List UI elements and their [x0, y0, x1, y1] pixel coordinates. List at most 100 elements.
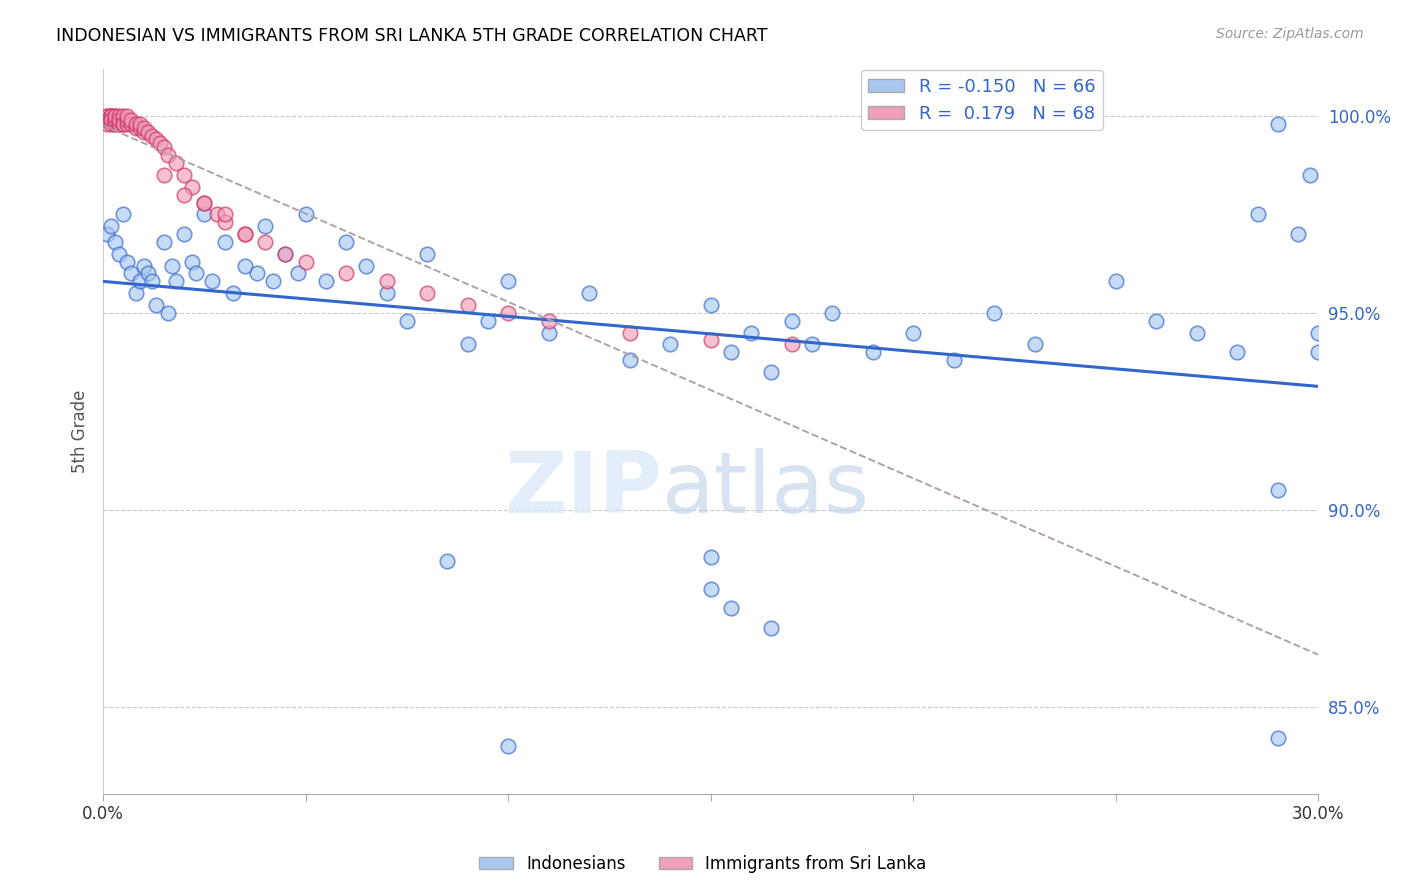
Point — [100, 109, 122, 123]
Point — [233, 259, 256, 273]
Point — [100, 109, 122, 123]
Point — [477, 314, 499, 328]
Point — [112, 109, 135, 123]
Point — [121, 112, 143, 127]
Point — [132, 120, 155, 135]
Point — [193, 195, 215, 210]
Point — [165, 156, 187, 170]
Point — [117, 117, 139, 131]
Point — [149, 136, 172, 151]
Point — [104, 235, 127, 249]
Point — [96, 117, 118, 131]
Point — [315, 274, 337, 288]
Point — [1185, 326, 1208, 340]
Text: INDONESIAN VS IMMIGRANTS FROM SRI LANKA 5TH GRADE CORRELATION CHART: INDONESIAN VS IMMIGRANTS FROM SRI LANKA … — [56, 27, 768, 45]
Point — [699, 298, 721, 312]
Point — [205, 207, 228, 221]
Point — [457, 337, 479, 351]
Point — [145, 132, 167, 146]
Point — [1226, 345, 1249, 359]
Point — [108, 117, 131, 131]
Point — [375, 286, 398, 301]
Point — [108, 117, 131, 131]
Point — [335, 235, 357, 249]
Point — [104, 109, 127, 123]
Point — [132, 125, 155, 139]
Point — [233, 227, 256, 241]
Point — [108, 246, 131, 260]
Point — [104, 117, 127, 131]
Point — [1308, 345, 1330, 359]
Point — [699, 582, 721, 596]
Point — [153, 235, 176, 249]
Point — [659, 337, 682, 351]
Legend: R = -0.150   N = 66, R =  0.179   N = 68: R = -0.150 N = 66, R = 0.179 N = 68 — [860, 70, 1102, 129]
Point — [983, 306, 1005, 320]
Point — [780, 337, 803, 351]
Point — [214, 235, 236, 249]
Point — [274, 246, 297, 260]
Point — [128, 120, 150, 135]
Point — [1024, 337, 1046, 351]
Point — [821, 306, 844, 320]
Point — [287, 267, 309, 281]
Point — [128, 117, 150, 131]
Point — [1144, 314, 1167, 328]
Point — [578, 286, 600, 301]
Point — [132, 259, 155, 273]
Point — [100, 112, 122, 127]
Point — [233, 227, 256, 241]
Point — [356, 259, 378, 273]
Point — [222, 286, 245, 301]
Point — [96, 109, 118, 123]
Point — [720, 601, 742, 615]
Point — [537, 314, 560, 328]
Point — [214, 215, 236, 229]
Point — [619, 353, 641, 368]
Point — [100, 219, 122, 234]
Point — [1299, 168, 1322, 182]
Point — [619, 326, 641, 340]
Point — [436, 554, 458, 568]
Point — [121, 267, 143, 281]
Point — [262, 274, 284, 288]
Point — [136, 267, 159, 281]
Point — [375, 274, 398, 288]
Point — [201, 274, 224, 288]
Point — [1267, 731, 1289, 746]
Point — [1105, 274, 1128, 288]
Point — [165, 274, 187, 288]
Point — [141, 274, 163, 288]
Point — [903, 326, 925, 340]
Point — [96, 112, 118, 127]
Point — [160, 259, 183, 273]
Point — [153, 140, 176, 154]
Point — [112, 112, 135, 127]
Point — [246, 267, 269, 281]
Point — [496, 274, 519, 288]
Point — [112, 117, 135, 131]
Point — [104, 112, 127, 127]
Point — [136, 125, 159, 139]
Point — [457, 298, 479, 312]
Point — [1267, 117, 1289, 131]
Point — [274, 246, 297, 260]
Point — [294, 254, 316, 268]
Point — [145, 298, 167, 312]
Point — [780, 314, 803, 328]
Point — [121, 117, 143, 131]
Point — [801, 337, 824, 351]
Text: ZIP: ZIP — [505, 448, 662, 531]
Point — [117, 254, 139, 268]
Point — [104, 109, 127, 123]
Point — [112, 207, 135, 221]
Point — [699, 334, 721, 348]
Point — [181, 254, 204, 268]
Point — [108, 109, 131, 123]
Point — [1308, 326, 1330, 340]
Point — [100, 112, 122, 127]
Point — [214, 207, 236, 221]
Point — [100, 112, 122, 127]
Point — [335, 267, 357, 281]
Point — [254, 235, 277, 249]
